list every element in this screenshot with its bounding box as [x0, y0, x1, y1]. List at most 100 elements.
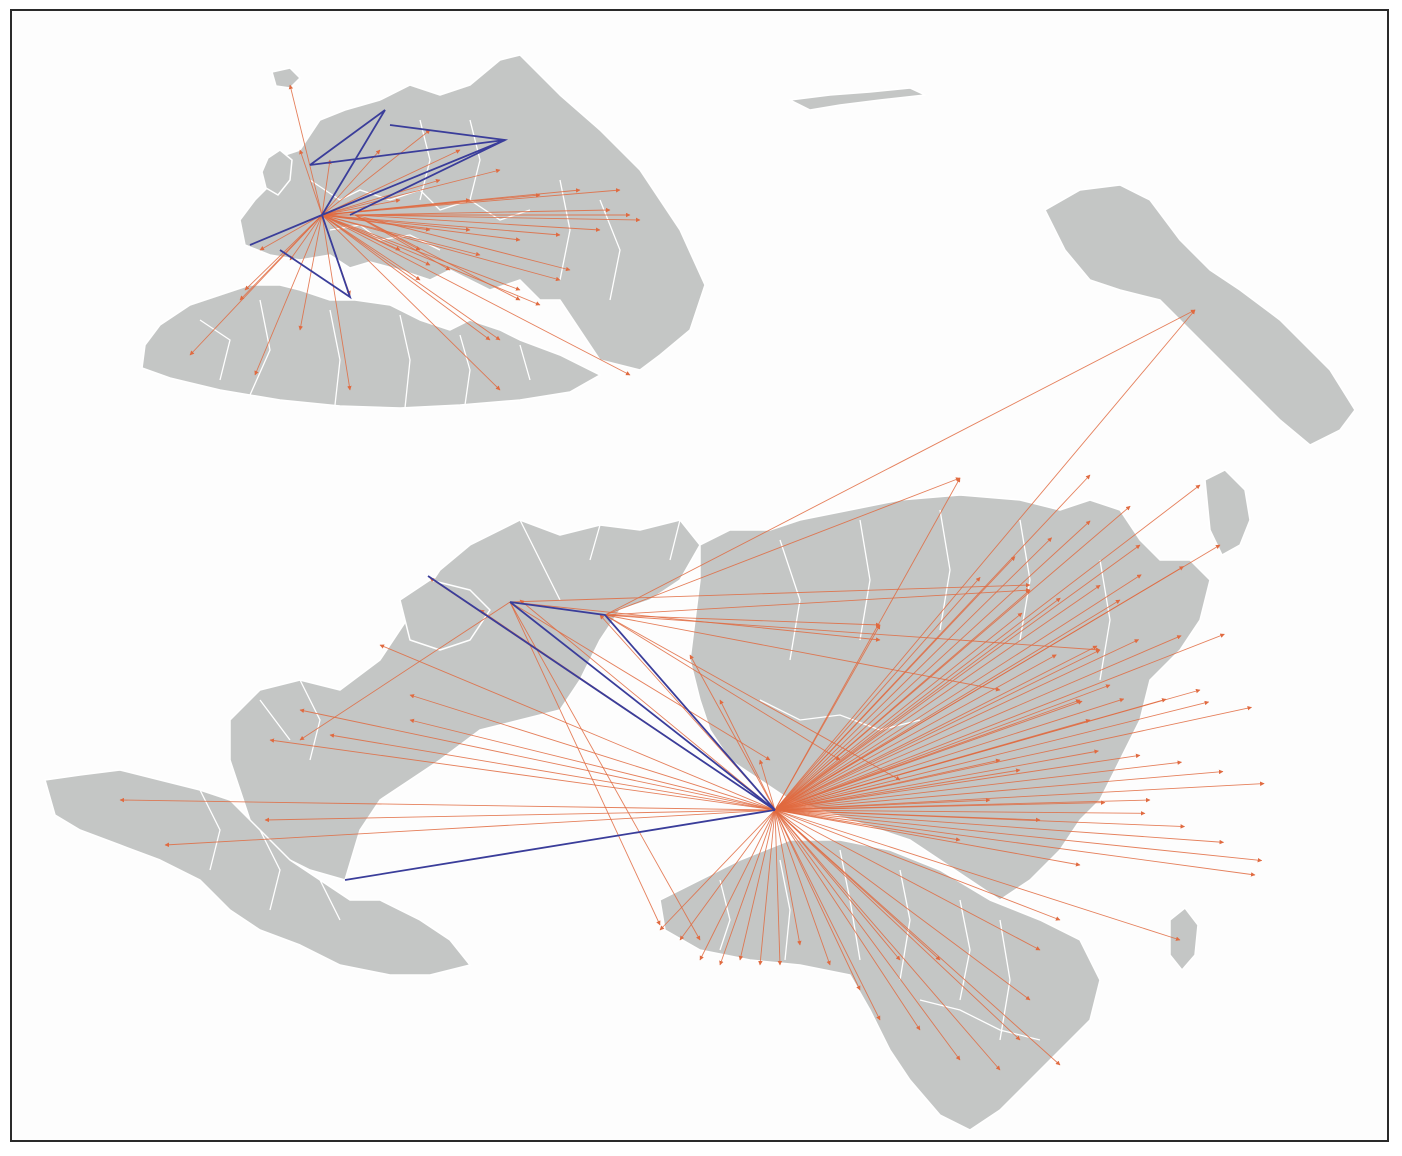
flow-arrow — [604, 614, 901, 781]
inset-flow-arrow — [354, 214, 521, 301]
inset-highlight-route — [349, 124, 509, 216]
inset-flow-arrow — [321, 214, 521, 291]
flow-arrow — [774, 684, 1111, 811]
inset-flow-arrow — [321, 214, 491, 341]
flow-arrow — [719, 699, 776, 811]
inset-flow-arrow — [354, 214, 451, 271]
flow-arrow — [774, 477, 961, 811]
flow-arrow — [604, 477, 961, 616]
inset-landmass-africa — [141, 284, 601, 409]
flow-arrow — [774, 809, 921, 1031]
flow-arrow — [264, 809, 776, 823]
flow-arrow — [758, 809, 776, 966]
flow-arrow — [774, 769, 1224, 811]
inset-flow-arrow — [321, 214, 501, 341]
flow-arrow — [774, 649, 1101, 811]
flow-arrow — [509, 601, 661, 926]
flow-arrow — [774, 698, 1167, 811]
flow-arrow — [774, 577, 981, 811]
inset-flow-arrow — [321, 214, 431, 232]
inset-flow-arrow — [354, 214, 641, 223]
flow-arrow — [774, 698, 1125, 811]
inset-flow-arrow — [298, 214, 323, 331]
flow-arrow — [774, 484, 1201, 811]
highlight-route — [427, 575, 776, 811]
flow-arrow — [299, 708, 776, 811]
inset-flow-arrow — [254, 214, 323, 376]
inset-map-europe — [141, 54, 706, 409]
flow-arrow — [774, 700, 1210, 811]
inset-flow-arrow — [321, 149, 381, 216]
inset-flow-arrow — [321, 214, 541, 306]
flow-arrow — [774, 809, 1256, 877]
flow-arrow — [774, 760, 1182, 811]
flow-arrow — [774, 556, 1016, 811]
flow-arrow — [774, 809, 901, 961]
flow-arrow — [774, 809, 1263, 863]
landmass-japan — [1204, 469, 1251, 556]
inset-flow-arrow — [354, 214, 601, 232]
inset-flow-arrow — [321, 159, 332, 216]
flow-arrow — [604, 614, 841, 761]
inset-flow-arrow — [299, 149, 323, 216]
flow-arrow — [774, 597, 1061, 811]
flow-arrow — [774, 768, 1021, 811]
inset-flow-arrow — [321, 188, 621, 216]
flow-arrow — [509, 601, 881, 642]
inset-flow-arrow — [321, 214, 431, 266]
flow-arrow — [699, 809, 776, 961]
flow-arrow — [774, 753, 1141, 811]
inset-flow-arrow — [259, 214, 323, 251]
flow-arrow — [774, 781, 1265, 811]
inset-flow-arrow — [354, 214, 421, 251]
flow-arrow — [164, 809, 776, 848]
flow-arrow — [659, 809, 776, 931]
flow-arrow — [689, 654, 776, 811]
flow-arrow — [774, 809, 1186, 829]
flow-arrow — [679, 809, 776, 941]
highlight-route — [344, 809, 776, 881]
landmass-africa — [659, 839, 1101, 1131]
flow-arrow — [774, 654, 1057, 811]
flow-arrow — [774, 705, 1252, 811]
landmass-south-america — [44, 769, 471, 976]
flow-arrow — [509, 601, 771, 761]
flow-arrow — [774, 599, 1121, 811]
inset-flow-arrow — [321, 214, 471, 232]
inset-flow-arrow — [354, 214, 571, 272]
flow-arrow — [774, 809, 1061, 1066]
flow-arrow — [509, 582, 1031, 603]
flow-arrow — [774, 809, 941, 961]
flow-arrow — [774, 505, 1131, 811]
flow-arrow — [774, 645, 1098, 811]
flow-arrow — [774, 809, 1061, 921]
flow-arrow — [774, 809, 881, 1021]
flow-arrow — [774, 700, 1083, 811]
inset-flow-arrow — [239, 214, 323, 301]
flow-arrow — [774, 633, 1225, 811]
flow-arrow — [774, 749, 1099, 811]
landmass-arctic-islands — [789, 87, 926, 111]
landmass-north-america — [229, 519, 701, 881]
flow-arrow — [604, 587, 1031, 616]
flow-arrow — [269, 738, 776, 811]
flow-arrow — [774, 635, 1182, 811]
flow-arrow — [774, 809, 1021, 1041]
flow-routes — [119, 84, 1265, 1071]
inset-flow-arrow — [321, 149, 461, 216]
inset-island-britain — [261, 149, 293, 196]
flow-arrow — [774, 574, 1142, 811]
inset-flow-arrow — [321, 178, 441, 216]
flow-arrow — [774, 624, 881, 811]
flow-arrow — [604, 614, 1101, 652]
flow-arrow — [774, 809, 961, 1061]
highlight-route — [509, 601, 776, 811]
landmass-madagascar — [1169, 907, 1199, 971]
flow-arrow — [774, 809, 961, 842]
inset-flow-arrow — [321, 214, 481, 257]
inset-flow-arrow — [321, 214, 352, 391]
flow-arrow — [774, 566, 1184, 811]
flow-arrow — [774, 309, 1196, 811]
flow-arrow — [119, 797, 776, 811]
